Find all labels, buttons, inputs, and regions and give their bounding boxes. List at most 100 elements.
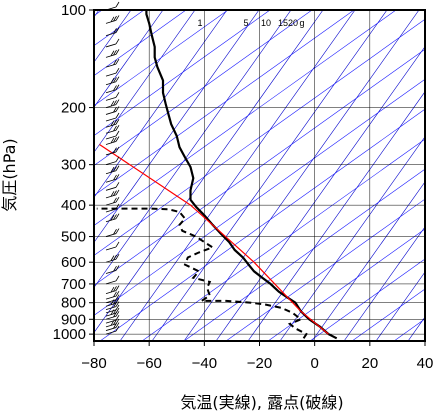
wind-barb-shaft bbox=[105, 186, 117, 191]
wind-barb-flag bbox=[113, 59, 117, 65]
wind-barb bbox=[105, 125, 120, 134]
y-tick-label: 100 bbox=[61, 2, 86, 19]
wind-barb-shaft bbox=[105, 290, 117, 295]
wind-barb bbox=[105, 228, 120, 237]
dewpoint-profile bbox=[96, 207, 308, 339]
wind-barb-flag bbox=[110, 100, 115, 107]
wind-barb-flag bbox=[115, 228, 120, 234]
wind-barb-flag bbox=[113, 49, 117, 56]
wind-barb-flag bbox=[110, 214, 115, 221]
wind-barb bbox=[105, 106, 120, 115]
isotherm-line bbox=[311, 181, 425, 341]
wind-barb bbox=[105, 38, 120, 48]
wind-barb-shaft bbox=[105, 330, 117, 335]
wind-barbs bbox=[105, 1, 120, 335]
wind-barb-shaft bbox=[105, 81, 117, 86]
wind-barb-flag bbox=[110, 286, 115, 293]
wind-barb bbox=[105, 174, 120, 183]
wind-barb-shaft bbox=[105, 104, 117, 108]
wind-barb-shaft bbox=[105, 111, 117, 115]
wind-barb-shaft bbox=[105, 246, 117, 251]
isotherm-line bbox=[94, 10, 292, 288]
wind-barb-flag bbox=[113, 286, 117, 292]
wind-barb-flag bbox=[115, 196, 120, 203]
parcel-path bbox=[99, 144, 329, 335]
dry-adiabat-line bbox=[422, 10, 435, 381]
wind-barb-flag bbox=[110, 166, 115, 173]
wind-barb bbox=[105, 304, 120, 314]
wind-barb-flag bbox=[115, 15, 120, 21]
wind-barb-flag bbox=[115, 125, 120, 131]
temperature-profile bbox=[145, 10, 338, 340]
wind-barb-flag bbox=[113, 28, 117, 34]
wind-barb-flag bbox=[110, 16, 115, 23]
wind-barb-shaft bbox=[105, 141, 117, 145]
wind-barb bbox=[105, 165, 120, 175]
wind-barb-flag bbox=[115, 322, 120, 328]
y-tick-label: 800 bbox=[61, 295, 86, 312]
dry-adiabat-line bbox=[94, 48, 425, 286]
wind-barb-shaft bbox=[105, 299, 117, 304]
wind-barb-shaft bbox=[105, 309, 117, 314]
wind-barb-flag bbox=[113, 137, 117, 143]
dry-adiabat-line bbox=[183, 168, 425, 341]
wind-barb-flag bbox=[113, 174, 117, 181]
wind-barb-flag bbox=[113, 265, 117, 272]
wind-barb-shaft bbox=[105, 233, 117, 237]
x-axis-label: 気温(実線), 露点(破線) bbox=[180, 393, 343, 412]
wind-barb-flag bbox=[115, 203, 120, 210]
wind-barb bbox=[105, 112, 120, 122]
wind-barb-flag bbox=[115, 1, 120, 8]
isotherm-line bbox=[215, 46, 425, 341]
wind-barb-flag bbox=[115, 165, 120, 171]
wind-barb-shaft bbox=[105, 129, 117, 134]
wind-barb bbox=[105, 130, 120, 140]
wind-barb bbox=[105, 196, 120, 206]
isotherm-line bbox=[375, 271, 425, 341]
wind-barb-flag bbox=[115, 84, 120, 90]
wind-barb-flag bbox=[115, 301, 120, 307]
dry-adiabat-line bbox=[94, 10, 313, 166]
wind-barb bbox=[105, 254, 120, 263]
wind-barb-flag bbox=[115, 106, 120, 112]
y-tick-label: 400 bbox=[61, 197, 86, 214]
dry-adiabat-line bbox=[141, 138, 425, 341]
wind-barb-shaft bbox=[105, 72, 117, 77]
wind-barb-shaft bbox=[105, 312, 117, 317]
dry-adiabat-line bbox=[94, 10, 271, 136]
isotherm-line bbox=[151, 10, 388, 341]
wind-barb-flag bbox=[115, 189, 120, 196]
wind-barb-flag bbox=[115, 92, 120, 98]
wind-barb-flag bbox=[115, 49, 120, 55]
wind-barb bbox=[105, 203, 120, 213]
wind-barb-shaft bbox=[105, 178, 117, 183]
wind-barb-shaft bbox=[105, 135, 117, 140]
wind-barb bbox=[105, 67, 120, 77]
wind-barb-flag bbox=[113, 106, 117, 113]
wind-barb-flag bbox=[115, 112, 120, 119]
background-grid bbox=[94, 10, 435, 381]
wind-barb-shaft bbox=[105, 170, 117, 175]
wind-barb-flag bbox=[115, 38, 120, 45]
wind-barb-shaft bbox=[105, 201, 117, 206]
wind-barb-shaft bbox=[105, 306, 117, 310]
wind-barb bbox=[105, 84, 120, 94]
wind-barb-flag bbox=[113, 85, 117, 91]
wind-barb-flag bbox=[113, 166, 117, 172]
dry-adiabat-line bbox=[94, 10, 229, 106]
wind-barb-flag bbox=[113, 190, 117, 196]
wind-barb-flag bbox=[115, 213, 120, 219]
wind-barb-flag bbox=[115, 314, 120, 321]
wind-barb-flag bbox=[115, 307, 120, 314]
wind-barb bbox=[105, 275, 120, 285]
y-tick-label: 300 bbox=[61, 157, 86, 174]
wind-barb-flag bbox=[110, 191, 115, 197]
wind-barb-flag bbox=[115, 182, 120, 188]
wind-barb-flag bbox=[115, 325, 120, 332]
wind-barb-flag bbox=[115, 285, 120, 291]
wind-barb-flag bbox=[113, 229, 117, 235]
dry-adiabat-line bbox=[99, 108, 425, 341]
wind-barb-flag bbox=[113, 77, 117, 83]
wind-barb bbox=[105, 15, 120, 24]
